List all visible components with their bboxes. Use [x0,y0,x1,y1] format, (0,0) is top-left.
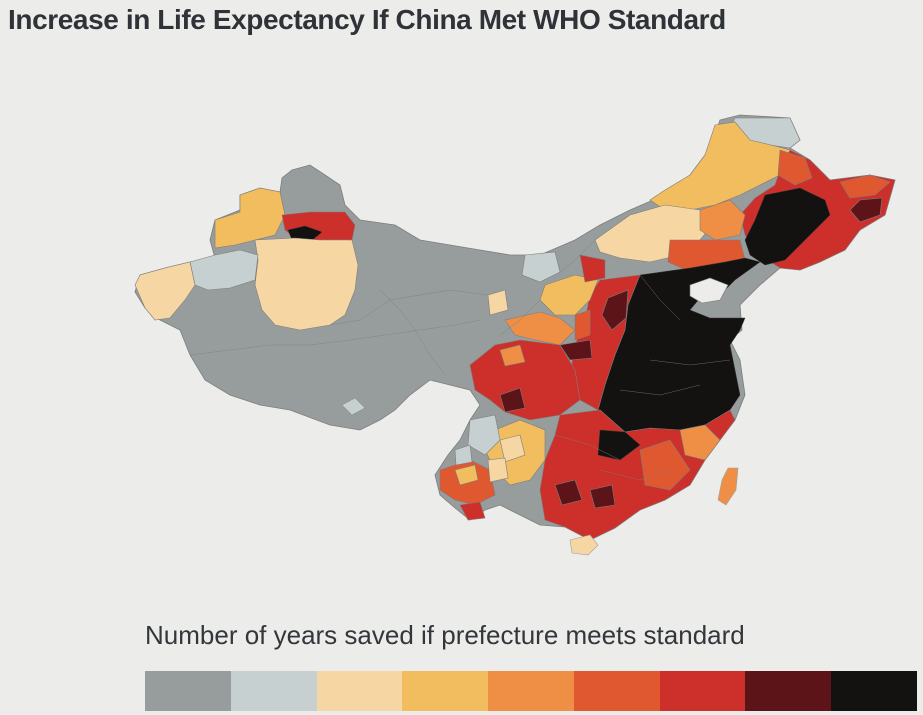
legend-swatch-2 [230,671,317,711]
china-map [134,114,896,556]
legend-swatch-5 [488,671,574,711]
legend-swatch-7 [659,671,746,711]
legend-swatch-1 [145,671,231,711]
map-title: Increase in Life Expectancy If China Met… [8,4,726,35]
legend-swatch-3 [316,671,403,711]
legend-swatch-4 [402,671,489,711]
color-legend [145,671,918,711]
legend-swatch-9 [831,671,918,711]
legend-swatch-8 [745,671,832,711]
legend-swatch-6 [573,671,660,711]
legend-caption: Number of years saved if prefecture meet… [145,620,745,650]
